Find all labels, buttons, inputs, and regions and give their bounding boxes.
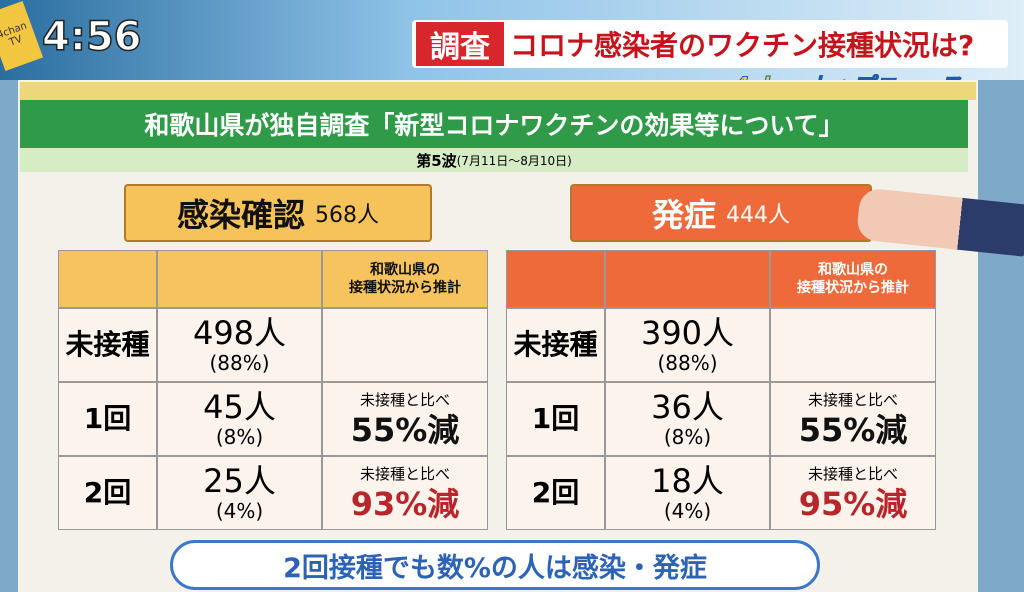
row-label: 未接種 [58, 308, 157, 382]
count: 498人 [192, 314, 287, 352]
count: 390人 [640, 314, 735, 352]
column-header: 和歌山県の接種状況から推計 [770, 250, 936, 308]
note: 未接種と比べ [807, 390, 898, 409]
count: 25人 [203, 462, 276, 500]
row-label: 2回 [506, 456, 605, 530]
note-cell: 未接種と比べ 95%減 [770, 456, 936, 530]
note-cell [322, 308, 488, 382]
share: (8%) [215, 425, 264, 449]
reduction: 55%減 [798, 410, 908, 449]
panel-name: 発症 [651, 196, 716, 234]
count: 45人 [203, 388, 276, 426]
note: 未接種と比べ [807, 464, 898, 483]
header-cell [506, 250, 605, 308]
header-cell [605, 250, 770, 308]
column-header-line: 接種状況から推計 [349, 280, 461, 296]
row-label: 1回 [506, 382, 605, 456]
share: (4%) [663, 499, 712, 523]
board-title: 和歌山県が独自調査「新型コロナワクチンの効果等について」 [20, 100, 968, 148]
note-cell [770, 308, 936, 382]
clock: 4:56 [41, 13, 142, 61]
reduction: 55%減 [350, 410, 460, 449]
count-cell: 25人 (4%) [157, 456, 322, 530]
subtitle: 第5波 (7月11日〜8月10日) [20, 148, 968, 172]
panel-total: 444人 [726, 203, 790, 228]
row-label: 未接種 [506, 308, 605, 382]
note: 未接種と比べ [359, 464, 450, 483]
count-cell: 390人 (88%) [605, 308, 770, 382]
note-cell: 未接種と比べ 55%減 [322, 382, 488, 456]
column-header-line: 和歌山県の [818, 262, 888, 278]
column-header-line: 和歌山県の [370, 262, 440, 278]
share: (8%) [663, 425, 712, 449]
reduction: 95%減 [798, 484, 908, 523]
note-cell: 未接種と比べ 93%減 [322, 456, 488, 530]
headline-box [412, 20, 1008, 68]
panel-name: 感染確認 [176, 196, 305, 234]
count-cell: 498人 (88%) [157, 308, 322, 382]
board-strip [20, 82, 976, 100]
header-cell [157, 250, 322, 308]
row-label: 2回 [58, 456, 157, 530]
panel-total: 568人 [315, 203, 379, 228]
tag: 調査 [416, 22, 504, 66]
share: (88%) [657, 351, 718, 375]
count-cell: 36人 (8%) [605, 382, 770, 456]
period: (7月11日〜8月10日) [456, 153, 572, 168]
reduction: 93%減 [350, 484, 460, 523]
note-cell: 未接種と比べ 55%減 [770, 382, 936, 456]
header-cell [58, 250, 157, 308]
count-cell: 18人 (4%) [605, 456, 770, 530]
column-header: 和歌山県の接種状況から推計 [322, 250, 488, 308]
panel-label: 発症 444人 [570, 184, 872, 242]
headline: コロナ感染者のワクチン接種状況は? [510, 29, 975, 62]
count-cell: 45人 (8%) [157, 382, 322, 456]
count: 36人 [651, 388, 724, 426]
row-label: 1回 [58, 382, 157, 456]
note: 未接種と比べ [359, 390, 450, 409]
count: 18人 [651, 462, 724, 500]
wave: 第5波 [416, 151, 457, 170]
share: (4%) [215, 499, 264, 523]
column-header-line: 接種状況から推計 [797, 280, 909, 296]
footer: 2回接種でも数%の人は感染・発症 [170, 540, 820, 590]
panel-label: 感染確認 568人 [124, 184, 432, 242]
share: (88%) [209, 351, 270, 375]
